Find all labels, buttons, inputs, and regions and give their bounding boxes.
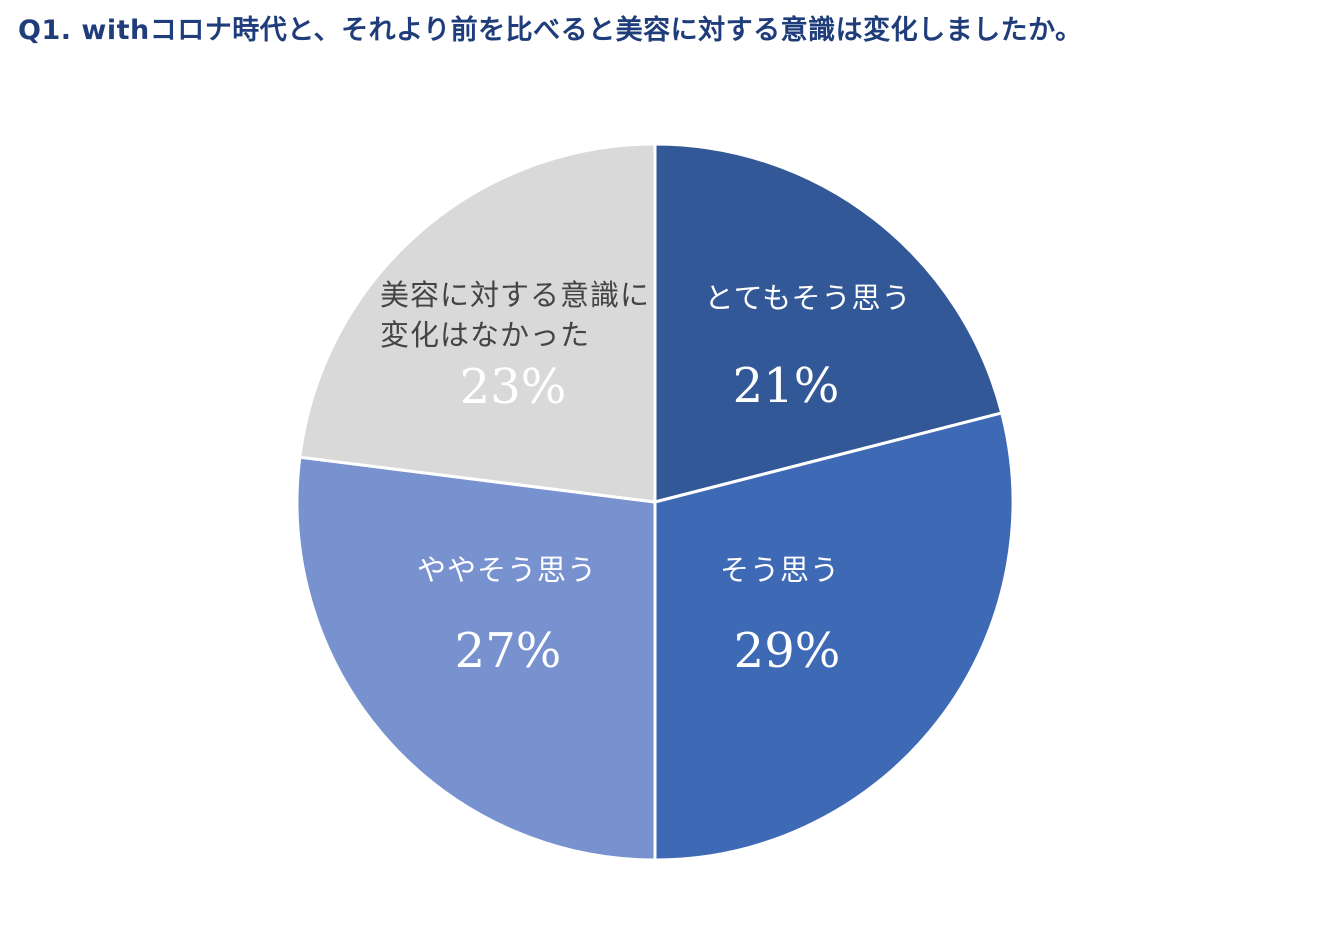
slice-category-line: 変化はなかった <box>380 318 590 352</box>
pie-slice <box>295 455 657 862</box>
slice-category-label: とてもそう思う <box>704 281 911 315</box>
slice-category-label: ややそう思う <box>417 553 597 587</box>
slice-category-label: 美容に対する意識に変化はなかった <box>380 278 650 352</box>
slice-category-line: とてもそう思う <box>704 281 911 315</box>
slice-percent-label: 29% <box>734 623 841 679</box>
slice-percent-label: 23% <box>460 359 567 415</box>
slice-percent-label: 27% <box>455 623 562 679</box>
pie-slice <box>298 142 657 504</box>
chart-title: Q1. withコロナ時代と、それより前を比べると美容に対する意識は変化しました… <box>18 15 1083 46</box>
pie-slice <box>653 142 1004 504</box>
slice-percent-label: 21% <box>733 358 840 414</box>
slice-category-line: 美容に対する意識に <box>380 278 650 312</box>
pie-slice <box>653 411 1015 862</box>
slice-category-line: ややそう思う <box>417 553 597 587</box>
slice-category-line: そう思う <box>720 553 840 587</box>
slice-category-label: そう思う <box>720 553 840 587</box>
